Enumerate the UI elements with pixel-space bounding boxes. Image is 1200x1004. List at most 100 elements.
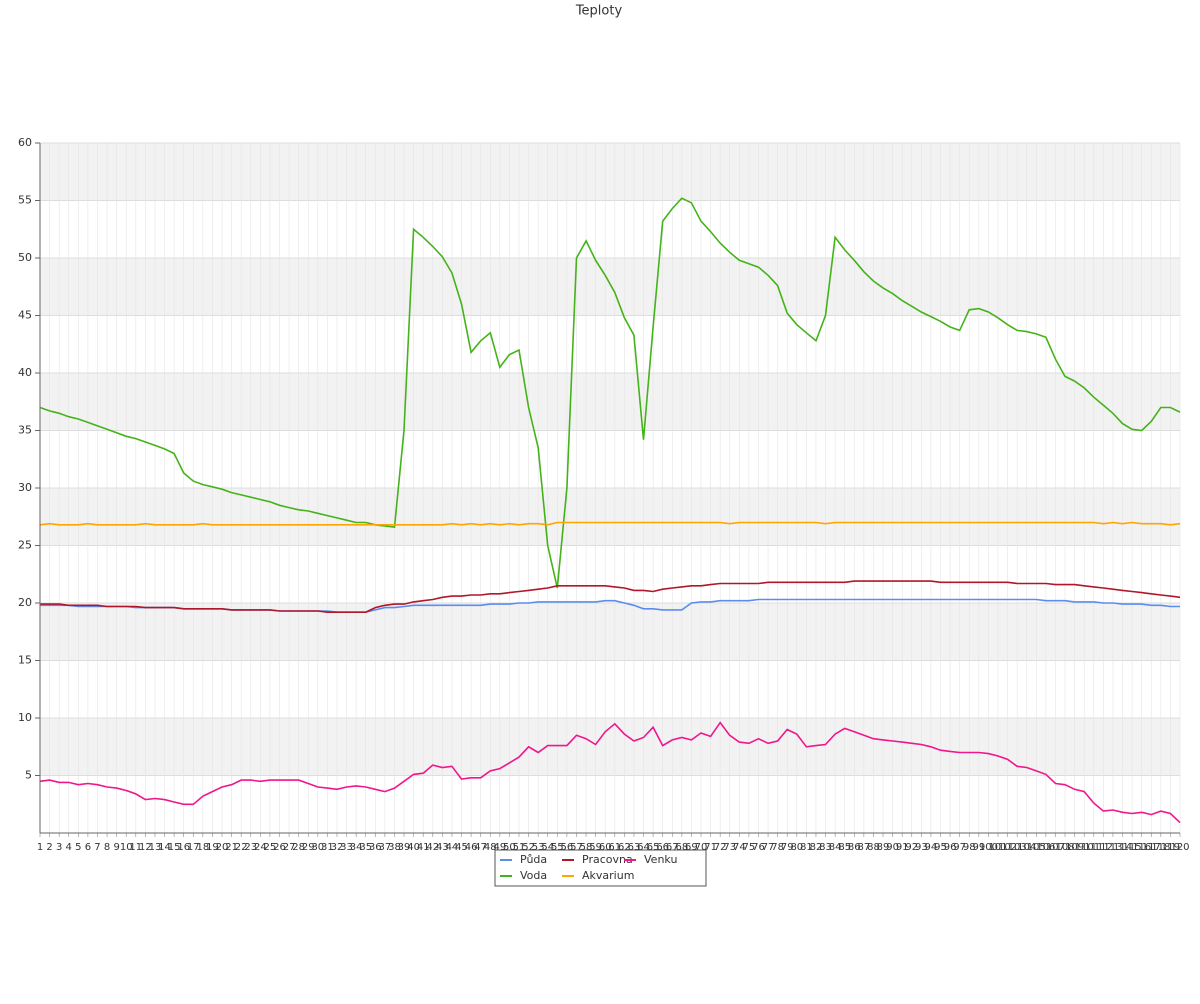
x-tick-label: 89 xyxy=(877,842,890,853)
x-tick-label: 110 xyxy=(1075,842,1094,853)
x-tick-label: 62 xyxy=(618,842,631,853)
legend-box xyxy=(494,849,707,887)
x-tick-label: 113 xyxy=(1103,842,1122,853)
x-tick-label: 97 xyxy=(953,842,966,853)
y-tick-label: 55 xyxy=(18,194,32,207)
x-tick-label: 86 xyxy=(848,842,861,853)
x-tick-label: 16 xyxy=(177,842,190,853)
x-tick-label: 56 xyxy=(561,842,574,853)
x-tick-label: 50 xyxy=(503,842,516,853)
x-tick-label: 44 xyxy=(446,842,459,853)
x-tick-label: 47 xyxy=(474,842,487,853)
x-tick-label: 27 xyxy=(283,842,296,853)
grid-band xyxy=(40,258,1180,316)
x-tick-label: 93 xyxy=(915,842,928,853)
x-tick-label: 7 xyxy=(94,842,100,853)
x-tick-label: 116 xyxy=(1132,842,1151,853)
x-tick-label: 109 xyxy=(1065,842,1084,853)
x-tick-label: 21 xyxy=(225,842,238,853)
x-tick-label: 12 xyxy=(139,842,152,853)
x-tick-label: 54 xyxy=(541,842,554,853)
x-tick-label: 102 xyxy=(998,842,1017,853)
y-tick-label: 45 xyxy=(18,309,32,322)
y-tick-label: 5 xyxy=(25,769,32,782)
x-tick-label: 57 xyxy=(570,842,583,853)
x-tick-label: 26 xyxy=(273,842,286,853)
x-tick-label: 31 xyxy=(321,842,334,853)
x-tick-label: 103 xyxy=(1008,842,1027,853)
x-tick-label: 101 xyxy=(988,842,1007,853)
x-tick-label: 98 xyxy=(963,842,976,853)
x-tick-label: 71 xyxy=(704,842,717,853)
x-tick-label: 68 xyxy=(675,842,688,853)
x-tick-label: 10 xyxy=(120,842,133,853)
x-tick-label: 61 xyxy=(608,842,621,853)
x-tick-label: 66 xyxy=(656,842,669,853)
grid-band xyxy=(40,488,1180,546)
x-tick-label: 36 xyxy=(369,842,382,853)
grid-band xyxy=(40,143,1180,201)
x-tick-label: 95 xyxy=(934,842,947,853)
y-tick-label: 20 xyxy=(18,596,32,609)
x-tick-label: 65 xyxy=(647,842,660,853)
x-tick-label: 87 xyxy=(857,842,870,853)
x-tick-label: 63 xyxy=(628,842,641,853)
x-tick-label: 32 xyxy=(331,842,344,853)
x-tick-label: 45 xyxy=(455,842,468,853)
x-tick-label: 58 xyxy=(580,842,593,853)
x-tick-label: 92 xyxy=(905,842,918,853)
y-tick-label: 30 xyxy=(18,481,32,494)
x-tick-label: 40 xyxy=(407,842,420,853)
x-tick-label: 39 xyxy=(398,842,411,853)
x-tick-label: 107 xyxy=(1046,842,1065,853)
grid-band xyxy=(40,373,1180,431)
series-line xyxy=(39,521,1181,526)
x-tick-label: 111 xyxy=(1084,842,1103,853)
x-tick-label: 115 xyxy=(1123,842,1142,853)
x-tick-label: 81 xyxy=(800,842,813,853)
x-tick-label: 42 xyxy=(426,842,439,853)
x-tick-label: 43 xyxy=(436,842,449,853)
x-tick-label: 5 xyxy=(75,842,81,853)
x-tick-label: 60 xyxy=(599,842,612,853)
x-tick-label: 41 xyxy=(417,842,430,853)
x-tick-label: 119 xyxy=(1161,842,1180,853)
series-line xyxy=(39,721,1181,824)
x-tick-label: 35 xyxy=(359,842,372,853)
x-tick-label: 67 xyxy=(666,842,679,853)
x-tick-label: 8 xyxy=(104,842,110,853)
y-tick-label: 15 xyxy=(18,654,32,667)
x-tick-label: 18 xyxy=(196,842,209,853)
x-tick-label: 78 xyxy=(771,842,784,853)
x-tick-label: 79 xyxy=(781,842,794,853)
x-tick-label: 112 xyxy=(1094,842,1113,853)
x-tick-label: 24 xyxy=(254,842,267,853)
y-tick-label: 60 xyxy=(18,136,32,149)
y-tick-label: 10 xyxy=(18,711,32,724)
y-tick-label: 40 xyxy=(18,366,32,379)
x-tick-label: 90 xyxy=(886,842,899,853)
x-tick-label: 14 xyxy=(158,842,171,853)
x-tick-label: 9 xyxy=(113,842,119,853)
x-tick-label: 72 xyxy=(714,842,727,853)
x-tick-label: 2 xyxy=(46,842,52,853)
x-tick-label: 100 xyxy=(979,842,998,853)
x-tick-label: 84 xyxy=(829,842,842,853)
x-tick-label: 48 xyxy=(484,842,497,853)
legend-label: Pracovna xyxy=(582,853,633,866)
x-tick-label: 82 xyxy=(810,842,823,853)
x-tick-label: 118 xyxy=(1151,842,1170,853)
x-tick-label: 69 xyxy=(685,842,698,853)
x-tick-label: 28 xyxy=(292,842,305,853)
x-tick-label: 3 xyxy=(56,842,62,853)
x-tick-label: 49 xyxy=(493,842,506,853)
x-tick-label: 114 xyxy=(1113,842,1132,853)
y-tick-label: 35 xyxy=(18,424,32,437)
x-tick-label: 11 xyxy=(129,842,142,853)
x-tick-label: 88 xyxy=(867,842,880,853)
x-tick-label: 29 xyxy=(302,842,315,853)
x-tick-label: 96 xyxy=(944,842,957,853)
x-tick-label: 23 xyxy=(244,842,257,853)
grid-band xyxy=(40,718,1180,776)
legend-label: Akvarium xyxy=(582,869,634,882)
